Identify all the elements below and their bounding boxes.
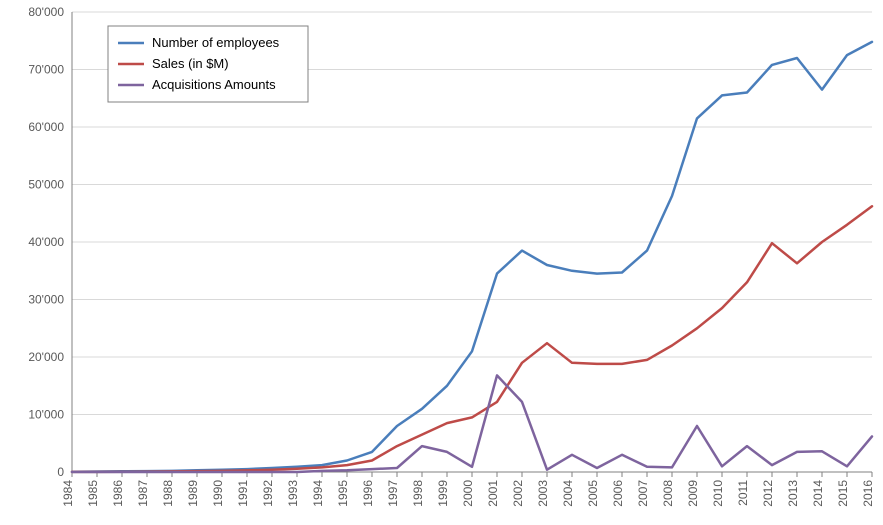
legend-label-1: Sales (in $M) (152, 56, 229, 71)
x-tick-label: 1993 (286, 480, 300, 507)
x-tick-label: 1986 (111, 480, 125, 507)
x-tick-label: 1985 (86, 480, 100, 507)
y-tick-label: 70'000 (28, 63, 64, 77)
y-tick-label: 50'000 (28, 178, 64, 192)
y-tick-label: 60'000 (28, 120, 64, 134)
x-tick-label: 2012 (761, 480, 775, 507)
x-tick-label: 1990 (211, 480, 225, 507)
x-tick-label: 2014 (811, 480, 825, 507)
x-tick-label: 1987 (136, 480, 150, 507)
x-tick-label: 2007 (636, 480, 650, 507)
x-tick-label: 2016 (861, 480, 875, 507)
x-tick-label: 2010 (711, 480, 725, 507)
x-tick-label: 2005 (586, 480, 600, 507)
x-tick-label: 2006 (611, 480, 625, 507)
y-tick-label: 20'000 (28, 350, 64, 364)
y-tick-label: 40'000 (28, 235, 64, 249)
y-tick-label: 80'000 (28, 5, 64, 19)
x-tick-label: 1988 (161, 480, 175, 507)
x-tick-label: 1991 (236, 480, 250, 507)
chart-svg: 0 10'000 20'000 30'000 40'000 50'000 60'000 70'… (0, 0, 883, 525)
x-tick-label: 1989 (186, 480, 200, 507)
x-tick-label: 2008 (661, 480, 675, 507)
x-tick-label: 2002 (511, 480, 525, 507)
y-tick-label: 10'000 (28, 408, 64, 422)
legend: Number of employees Sales (in $M) Acquisit… (108, 26, 308, 102)
x-tick-label: 2000 (461, 480, 475, 507)
y-tick-label: 0 (57, 465, 64, 479)
x-tick-label: 2009 (686, 480, 700, 507)
x-tick-label: 2013 (786, 480, 800, 507)
x-tick-label: 1996 (361, 480, 375, 507)
x-tick-label: 1984 (61, 480, 75, 507)
x-tick-label: 1995 (336, 480, 350, 507)
x-tick-label: 1998 (411, 480, 425, 507)
x-tick-label: 2001 (486, 480, 500, 507)
legend-label-2: Acquisitions Amounts (152, 77, 276, 92)
x-tick-label: 2003 (536, 480, 550, 507)
x-tick-label: 2011 (736, 480, 750, 506)
x-tick-label: 2015 (836, 480, 850, 507)
x-tick-label: 1992 (261, 480, 275, 507)
x-tick-label: 2004 (561, 480, 575, 507)
x-tick-label: 1994 (311, 480, 325, 507)
y-tick-label: 30'000 (28, 293, 64, 307)
x-tick-label: 1999 (436, 480, 450, 507)
x-tick-label: 1997 (386, 480, 400, 507)
line-chart: 0 10'000 20'000 30'000 40'000 50'000 60'000 70'… (0, 0, 883, 525)
legend-label-0: Number of employees (152, 35, 280, 50)
